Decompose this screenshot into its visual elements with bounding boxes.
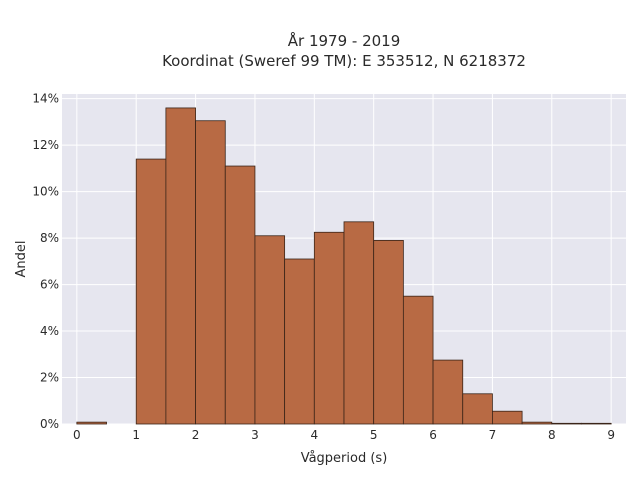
- x-axis-label: Vågperiod (s): [301, 451, 388, 466]
- x-tick-label: 5: [370, 428, 378, 442]
- chart-title-line-2: Koordinat (Sweref 99 TM): E 353512, N 62…: [162, 52, 526, 70]
- histogram-bar: [284, 258, 315, 425]
- y-tick-label: 8%: [40, 231, 59, 245]
- axis-ticks: 0 1 2 3 4 5 6 7 8 9 0% 2% 4% 6% 8% 10% 12% 14%: [32, 92, 615, 442]
- y-tick-label: 6%: [40, 278, 59, 292]
- histogram-bar: [343, 221, 375, 425]
- x-tick-label: 1: [132, 428, 140, 442]
- y-tick-label: 2%: [40, 371, 59, 385]
- histogram-bar: [373, 240, 404, 425]
- y-tick-label: 4%: [40, 324, 59, 338]
- histogram-bar: [432, 359, 464, 425]
- y-tick-label: 14%: [32, 92, 59, 106]
- y-axis-label: Andel: [14, 241, 29, 278]
- histogram-bar: [492, 410, 523, 425]
- histogram-bar: [224, 165, 256, 425]
- histogram-bar: [402, 295, 434, 425]
- histogram-bar: [195, 120, 226, 425]
- histogram-bar: [462, 393, 493, 425]
- chart-title-line-1: År 1979 - 2019: [288, 31, 401, 50]
- x-tick-label: 2: [192, 428, 200, 442]
- histogram-bar: [551, 422, 582, 425]
- histogram-bar: [313, 231, 345, 425]
- bars: [76, 107, 612, 425]
- histogram-bar: [76, 421, 107, 425]
- x-tick-label: 6: [429, 428, 437, 442]
- x-tick-label: 0: [73, 428, 81, 442]
- histogram-bar: [521, 421, 553, 425]
- y-tick-label: 12%: [32, 138, 59, 152]
- histogram-bar: [165, 107, 196, 425]
- histogram-bar: [135, 158, 167, 425]
- x-tick-label: 7: [489, 428, 497, 442]
- y-tick-label: 10%: [32, 185, 59, 199]
- histogram-bar: [254, 235, 286, 425]
- histogram-bar: [581, 422, 612, 425]
- y-tick-label: 0%: [40, 417, 59, 431]
- x-tick-label: 3: [251, 428, 259, 442]
- x-tick-label: 8: [548, 428, 556, 442]
- x-tick-label: 4: [310, 428, 318, 442]
- x-tick-label: 9: [607, 428, 615, 442]
